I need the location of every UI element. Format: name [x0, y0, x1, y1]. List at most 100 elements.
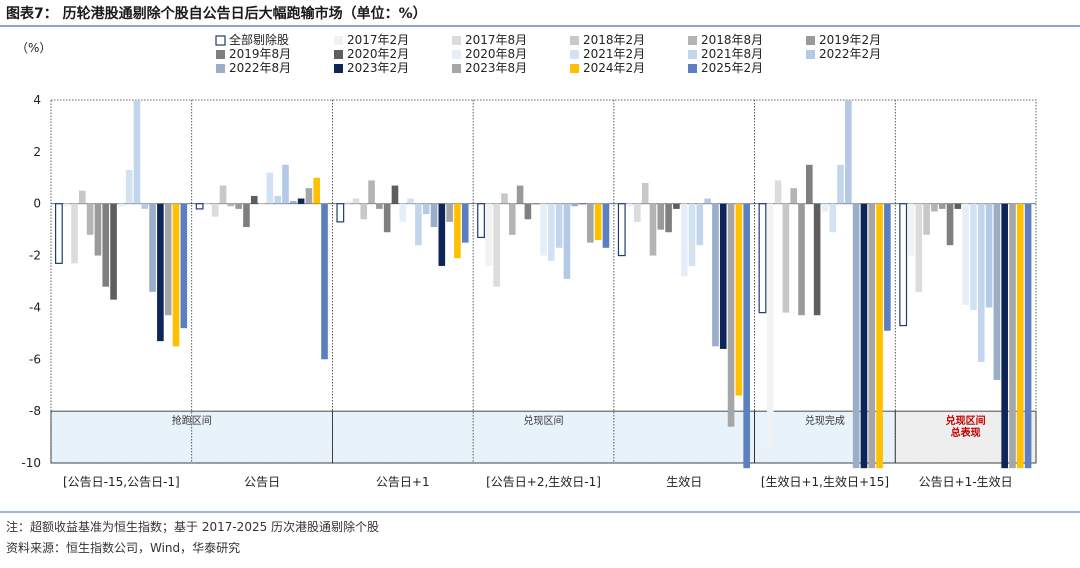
bar: [422, 203, 430, 215]
bar: [94, 203, 102, 256]
bar: [548, 203, 555, 261]
bar: [829, 203, 837, 233]
legend-label: 2020年8月: [465, 47, 527, 61]
y-tick-label: -10: [21, 456, 41, 470]
bar: [493, 203, 500, 287]
x-tick-label: 公告日: [244, 475, 280, 489]
bar: [227, 203, 235, 207]
bar: [993, 203, 1001, 381]
bar: [532, 203, 539, 205]
bar: [852, 203, 860, 469]
bars: [54, 100, 1032, 469]
bar: [430, 203, 438, 228]
bar: [282, 164, 289, 204]
bar: [289, 201, 297, 204]
bar: [118, 203, 125, 207]
y-tick-label: -8: [29, 404, 41, 418]
bar: [297, 198, 305, 204]
bar: [235, 203, 242, 209]
bar: [798, 203, 805, 316]
plot-border: [50, 99, 1037, 464]
bar: [446, 203, 453, 222]
band-label: 兑现区间: [946, 414, 986, 427]
bar: [587, 203, 594, 243]
bar: [735, 203, 743, 396]
bar: [250, 195, 258, 204]
bar: [790, 188, 798, 204]
bar: [688, 203, 696, 266]
bar: [712, 203, 719, 347]
bar: [133, 100, 141, 204]
bar: [571, 203, 579, 207]
x-tick-label: [公告日+2,生效日-1]: [486, 474, 601, 489]
bar: [164, 203, 172, 316]
legend-label: 2024年2月: [583, 61, 645, 75]
legend-swatch: [216, 64, 225, 73]
bar: [946, 203, 954, 246]
bar: [970, 203, 977, 311]
x-tick-label: 公告日+1-生效日: [919, 474, 1013, 489]
bar: [383, 203, 391, 233]
bar: [321, 203, 328, 360]
x-tick-label: [生效日+1,生效日+15]: [761, 474, 889, 489]
legend-swatch: [334, 64, 343, 73]
bar: [634, 203, 641, 222]
bar: [868, 203, 876, 469]
bar: [1016, 203, 1024, 469]
y-tick-label: 0: [33, 197, 41, 211]
legend-label: 全部剔除股: [229, 32, 289, 47]
bar: [696, 203, 704, 246]
bar: [938, 203, 946, 209]
y-tick-label: -4: [29, 300, 41, 314]
bar: [1001, 203, 1008, 469]
y-tick-label: -2: [29, 249, 41, 263]
legend-label: 2017年8月: [465, 33, 527, 47]
x-tick-label: [公告日-15,公告日-1]: [63, 475, 180, 489]
bar: [680, 203, 688, 277]
band-label: 总表现: [951, 426, 981, 439]
bar: [782, 203, 790, 313]
bar: [360, 203, 368, 220]
bar: [305, 188, 313, 204]
legend-swatch: [688, 64, 697, 73]
bar: [71, 203, 78, 264]
bar: [149, 203, 156, 292]
bar: [102, 203, 110, 287]
bar: [110, 203, 117, 300]
legend-label: 2023年2月: [347, 61, 409, 75]
bar: [977, 203, 985, 362]
bar: [86, 203, 94, 235]
bar: [774, 180, 782, 204]
bar: [336, 203, 345, 223]
bar: [243, 203, 250, 228]
legend-label: 2022年2月: [819, 47, 881, 61]
bar: [758, 203, 767, 314]
bar: [813, 203, 821, 316]
bar: [884, 203, 891, 331]
bar: [617, 203, 626, 257]
bar: [845, 100, 852, 204]
bar: [727, 203, 735, 427]
bar: [454, 203, 461, 259]
bar: [915, 203, 923, 292]
bar: [704, 198, 711, 204]
bar: [876, 203, 883, 469]
legend-swatch: [806, 50, 815, 59]
bar: [516, 185, 524, 204]
bar: [368, 180, 375, 204]
bar: [219, 185, 227, 204]
bar: [508, 203, 516, 235]
bar: [352, 198, 360, 204]
legend-swatch: [334, 50, 343, 59]
legend-label: 2018年2月: [583, 33, 645, 47]
bar: [899, 203, 908, 327]
bar: [540, 203, 547, 256]
bar: [63, 203, 71, 207]
bar: [125, 170, 133, 204]
legend-swatch: [215, 35, 226, 46]
bar: [376, 203, 383, 209]
legend-label: 2017年2月: [347, 33, 409, 47]
bar: [837, 164, 844, 204]
bar: [860, 203, 868, 469]
